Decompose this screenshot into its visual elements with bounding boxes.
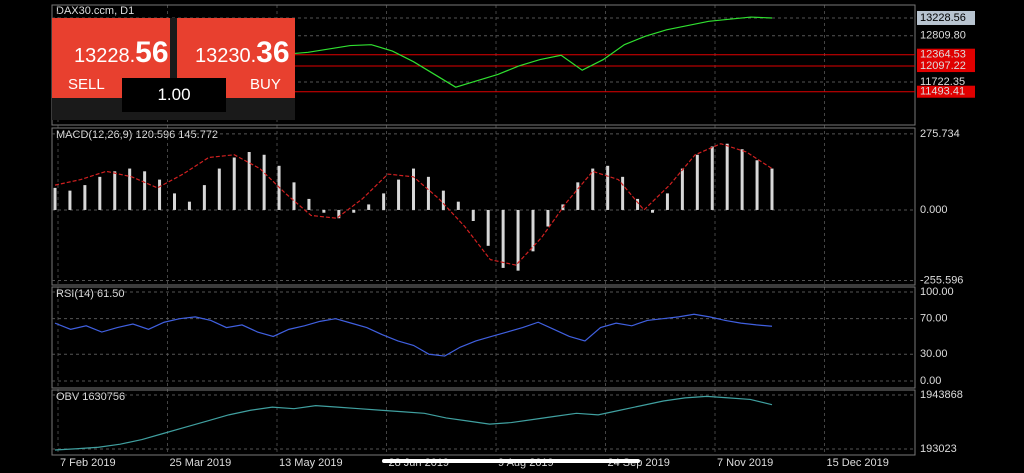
panel-title: OBV 1630756: [56, 391, 125, 403]
histogram-bar: [591, 168, 595, 210]
date-label: 7 Nov 2019: [717, 457, 773, 469]
histogram-bar: [187, 201, 191, 210]
y-tick-label: -255.596: [920, 274, 963, 286]
histogram-bar: [770, 168, 774, 210]
histogram-bar: [426, 176, 430, 210]
histogram-bar: [202, 185, 206, 210]
sell-button[interactable]: 13228.56 SELL: [52, 18, 170, 98]
histogram-bar: [232, 157, 236, 210]
histogram-bar: [412, 168, 415, 210]
histogram-bar: [143, 171, 147, 210]
histogram-bar: [531, 209, 535, 252]
instrument-title: DAX30.ccm, D1: [56, 5, 134, 17]
histogram-bar: [680, 168, 684, 210]
sell-price: 13228.: [74, 45, 136, 67]
histogram-bar: [128, 168, 132, 210]
y-tick-label: 100.00: [920, 286, 954, 298]
buy-button[interactable]: 13230.36 BUY: [177, 18, 295, 98]
histogram-bar: [501, 209, 505, 268]
y-tick-label: 30.00: [920, 348, 948, 360]
histogram-bar: [546, 209, 550, 227]
histogram-bar: [621, 176, 625, 210]
panel: [51, 286, 916, 389]
histogram-bar: [113, 171, 117, 210]
y-tick-label: 11722.35: [920, 76, 965, 88]
panel-title: MACD(12,26,9) 120.596 145.772: [56, 129, 218, 141]
order-level-box: [917, 48, 975, 61]
y-tick-label: 12809.80: [920, 30, 966, 42]
histogram-bar: [367, 204, 371, 210]
order-level-label: 12097.22: [920, 60, 966, 72]
scrollbar: [382, 459, 640, 463]
histogram-bar: [68, 190, 72, 210]
histogram-bar: [337, 209, 341, 219]
trade-panel: 13228.56 SELL 13230.36 BUY 1.00: [52, 18, 295, 120]
histogram-bar: [710, 146, 714, 210]
y-tick-label: 70.00: [920, 313, 948, 325]
series-line: [54, 395, 773, 451]
panel-title: RSI(14) 61.50: [56, 288, 124, 300]
histogram-bar: [516, 209, 520, 271]
histogram-bar: [740, 149, 744, 210]
histogram-bar: [456, 201, 460, 210]
histogram-bar: [322, 209, 326, 213]
buy-price: 13230.: [195, 45, 257, 67]
y-tick-label: 275.734: [920, 128, 960, 140]
histogram-bar: [441, 190, 445, 210]
y-tick-label: 13228.56: [920, 12, 966, 24]
histogram-bar: [173, 193, 176, 210]
histogram-bar: [83, 185, 87, 210]
date-label: 13 May 2019: [279, 457, 343, 469]
y-tick-label: 193023: [920, 443, 957, 455]
histogram-bar: [397, 179, 401, 210]
order-level-box: [917, 85, 975, 98]
histogram-bar: [98, 176, 102, 210]
histogram-bar: [292, 182, 296, 210]
sell-price-big: 56: [135, 36, 169, 69]
sell-label: SELL: [68, 76, 105, 93]
y-tick-label: 0.000: [920, 204, 948, 216]
histogram-bar: [247, 152, 251, 210]
volume-input[interactable]: 1.00: [122, 78, 226, 112]
date-label: 7 Feb 2019: [60, 457, 116, 469]
y-tick-label: 0.00: [920, 375, 941, 387]
histogram-bar: [158, 179, 162, 210]
buy-price-big: 36: [256, 36, 290, 69]
buy-label: BUY: [250, 76, 281, 93]
panel: [51, 127, 916, 286]
histogram-bar: [576, 182, 580, 210]
histogram-bar: [755, 160, 759, 210]
histogram-bar: [486, 209, 490, 246]
order-level-label: 11493.41: [920, 86, 965, 98]
histogram-bar: [217, 168, 221, 210]
series-line: [54, 313, 773, 357]
histogram-bar: [606, 165, 610, 210]
histogram-bar: [53, 187, 57, 210]
histogram-bar: [636, 198, 640, 210]
histogram-bar: [665, 193, 669, 210]
panel: [51, 389, 916, 456]
histogram-bar: [695, 154, 699, 210]
series-line: [54, 143, 773, 266]
histogram-bar: [651, 209, 654, 213]
date-label: 25 Mar 2019: [170, 457, 232, 469]
current-price-box: [917, 10, 975, 25]
histogram-bar: [471, 209, 475, 221]
y-tick-label: 1943868: [920, 389, 963, 401]
order-level-box: [917, 60, 975, 73]
histogram-bar: [307, 198, 311, 210]
order-level-label: 12364.53: [920, 49, 966, 61]
histogram-bar: [725, 143, 729, 210]
histogram-bar: [352, 209, 356, 213]
histogram-bar: [262, 154, 266, 210]
histogram-bar: [382, 193, 386, 210]
date-label: 15 Dec 2019: [827, 457, 889, 469]
